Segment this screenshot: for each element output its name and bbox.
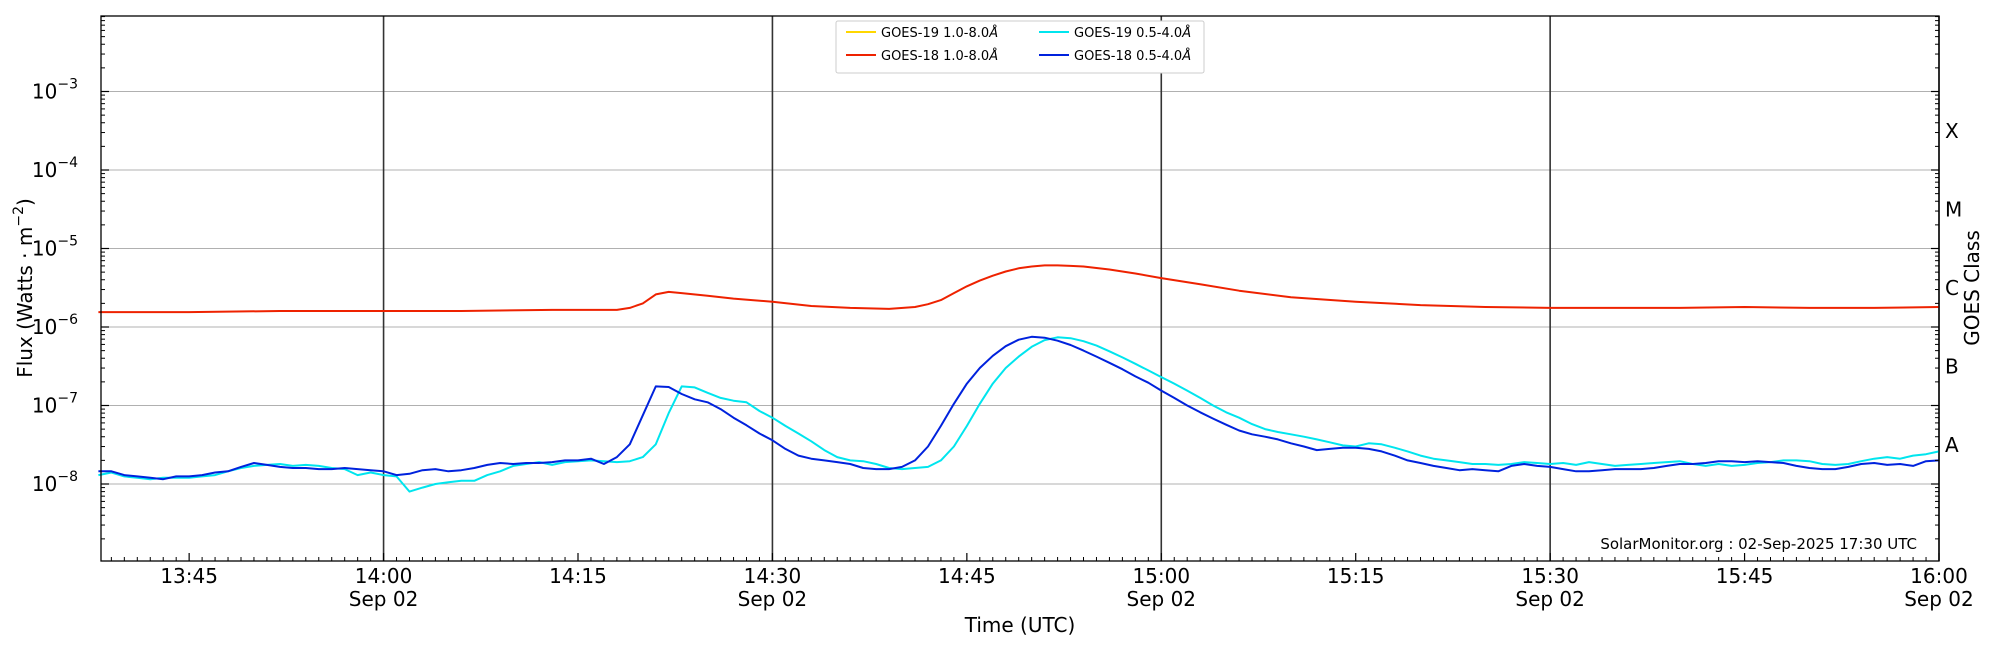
legend-label: GOES-19 0.5-4.0Å — [1074, 25, 1191, 41]
y-tick-label: 10−7 — [32, 391, 78, 418]
y-tick-base: 10 — [32, 394, 57, 418]
x-tick-date-label: Sep 02 — [738, 587, 808, 611]
vertical-day-lines — [382, 16, 1940, 561]
x-tick-label: 15:15 — [1327, 564, 1385, 588]
y-axis-label-text: Flux (Watts · m — [13, 227, 37, 378]
y-tick-label: 10−5 — [32, 234, 78, 261]
y-tick-label: 10−6 — [32, 312, 78, 339]
y-tick-base: 10 — [32, 158, 57, 182]
x-tick-date-label: Sep 02 — [1127, 587, 1197, 611]
legend-label-text: GOES-19 1.0-8.0 — [881, 26, 989, 41]
legend-label: GOES-18 1.0-8.0Å — [881, 48, 998, 64]
y-tick-base: 10 — [32, 315, 57, 339]
goes-class-label: A — [1945, 433, 1959, 457]
x-tick-label: 15:45 — [1716, 564, 1774, 588]
y-tick-label: 10−8 — [32, 469, 78, 496]
legend: GOES-19 1.0-8.0Å GOES-19 0.5-4.0ÅGOES-18 … — [835, 20, 1205, 74]
plot-frame — [100, 15, 1940, 562]
goes-class-label: X — [1945, 119, 1959, 143]
goes-class-label: C — [1945, 276, 1959, 300]
legend-label: GOES-18 0.5-4.0Å — [1074, 48, 1191, 64]
x-tick-label: 15:30 — [1521, 564, 1579, 588]
series-line-3 — [98, 335, 1940, 481]
series-line-2 — [98, 264, 1940, 314]
legend-label-text: GOES-18 1.0-8.0 — [881, 49, 989, 64]
y-tick-base: 10 — [32, 237, 57, 261]
legend-label-unit: Å — [988, 25, 998, 41]
goes-class-label: M — [1945, 197, 1962, 221]
x-axis-label: Time (UTC) — [964, 613, 1076, 637]
x-tick-label: 14:15 — [549, 564, 607, 588]
x-tick-label: 13:45 — [160, 564, 218, 588]
x-tick-label: 14:00 — [355, 564, 413, 588]
x-tick-label: 16:00 — [1910, 564, 1968, 588]
legend-label-text: GOES-19 0.5-4.0 — [1074, 26, 1182, 41]
x-tick-label: 14:30 — [744, 564, 802, 588]
y-tick-exponent: −5 — [57, 234, 78, 250]
y-axis-label-close: ) — [13, 198, 37, 206]
legend-label: GOES-19 1.0-8.0Å — [881, 25, 998, 41]
y-tick-exponent: −8 — [57, 469, 78, 485]
x-tick-date-label: Sep 02 — [1515, 587, 1585, 611]
goes-class-label: B — [1945, 354, 1959, 378]
gridlines — [101, 91, 1939, 485]
x-tick-date-label: Sep 02 — [349, 587, 419, 611]
y-tick-exponent: −3 — [57, 77, 78, 93]
series-line-1 — [98, 336, 1940, 493]
y-tick-exponent: −7 — [57, 391, 78, 407]
legend-label-unit: Å — [1181, 25, 1191, 41]
y-tick-base: 10 — [32, 472, 57, 496]
y-tick-exponent: −4 — [57, 155, 78, 171]
x-tick-label: 14:45 — [938, 564, 996, 588]
legend-label-text: GOES-18 0.5-4.0 — [1074, 49, 1182, 64]
y-tick-exponent: −6 — [57, 312, 78, 328]
y-axis-label-exponent: −2 — [11, 206, 27, 227]
x-tick-date-label: Sep 02 — [1904, 587, 1974, 611]
goes-class-axis-label: GOES Class — [1960, 230, 1984, 346]
legend-label-unit: Å — [988, 48, 998, 64]
legend-box — [835, 20, 1205, 74]
y-axis: 10−810−710−610−510−410−3 — [32, 16, 1939, 540]
goes-class-axis: A B C M X — [1945, 119, 1962, 457]
y-tick-base: 10 — [32, 80, 57, 104]
legend-label-unit: Å — [1181, 48, 1191, 64]
y-tick-label: 10−3 — [32, 77, 78, 104]
series-group — [98, 264, 1940, 493]
x-tick-label: 15:00 — [1132, 564, 1190, 588]
source-annotation: SolarMonitor.org : 02-Sep-2025 17:30 UTC — [1600, 535, 1917, 553]
y-tick-label: 10−4 — [32, 155, 78, 182]
y-axis-label: Flux (Watts · m−2) — [11, 198, 37, 378]
